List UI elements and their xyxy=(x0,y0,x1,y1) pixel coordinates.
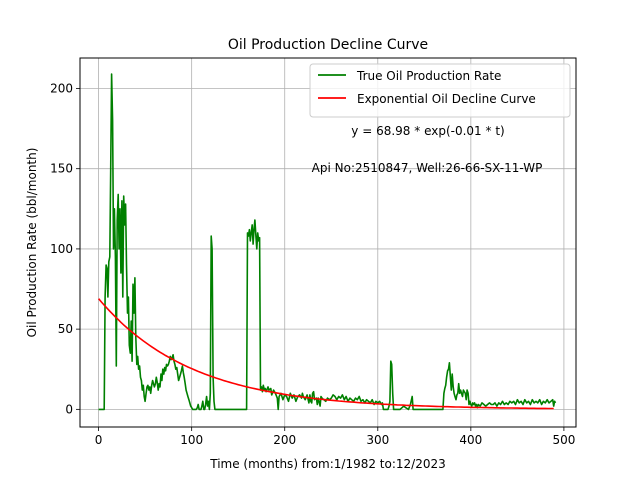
legend-label-true-rate: True Oil Production Rate xyxy=(356,69,501,83)
x-axis-label: Time (months) from:1/1982 to:12/2023 xyxy=(209,457,446,471)
x-tick-label: 200 xyxy=(273,433,296,447)
x-tick-label: 300 xyxy=(366,433,389,447)
y-tick-label: 150 xyxy=(50,162,73,176)
y-tick-label: 0 xyxy=(65,402,73,416)
y-tick-label: 100 xyxy=(50,242,73,256)
legend-box xyxy=(309,63,571,118)
legend: True Oil Production Rate Exponential Oil… xyxy=(309,63,571,118)
ticks: 0 100 200 300 400 500 0 50 100 150 200 xyxy=(50,81,575,447)
series-exponential-decline-curve xyxy=(97,298,554,410)
y-tick-label: 200 xyxy=(50,81,73,95)
plot-frame xyxy=(79,57,577,428)
y-axis-label: Oil Production Rate (bbl/month) xyxy=(25,148,39,338)
x-tick-label: 100 xyxy=(180,433,203,447)
equation-annotation: y = 68.98 * exp(-0.01 * t) xyxy=(351,124,504,138)
x-tick-label: 0 xyxy=(95,433,103,447)
legend-label-decline-curve: Exponential Oil Decline Curve xyxy=(357,92,536,106)
x-tick-label: 500 xyxy=(552,433,575,447)
well-annotation: Api No:2510847, Well:26-66-SX-11-WP xyxy=(312,161,543,175)
y-tick-label: 50 xyxy=(58,322,73,336)
chart-title: Oil Production Decline Curve xyxy=(228,37,428,53)
x-tick-label: 400 xyxy=(459,433,482,447)
series-layer xyxy=(97,73,557,411)
